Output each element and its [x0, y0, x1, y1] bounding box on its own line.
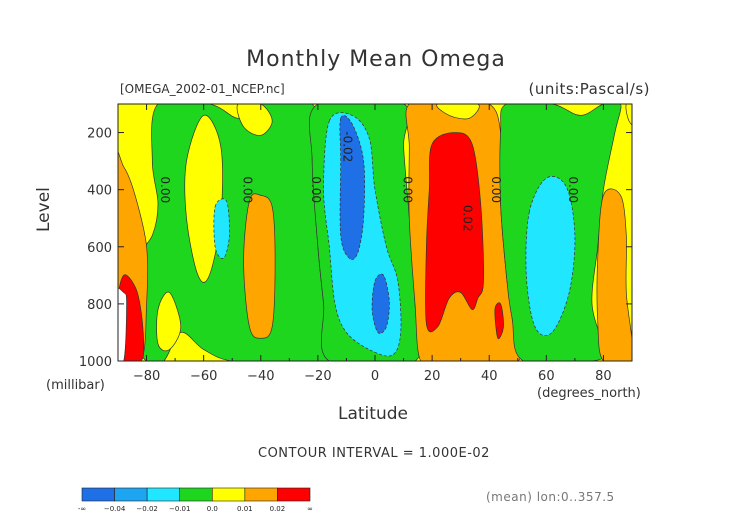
colorbar-label: −0.02 [136, 505, 157, 513]
contour-label: 0.00 [158, 176, 172, 203]
colorbar-label: -∞ [78, 505, 86, 513]
axis-ticks: −80 −60 −40 −20 0 20 40 60 80 200 400 600 800 1000 [79, 104, 632, 384]
region-red-central [425, 132, 484, 333]
region-cyan-east [525, 176, 576, 337]
x-tick-label: 80 [595, 369, 612, 384]
region-orange-west [243, 193, 276, 339]
x-tick-label: −20 [304, 369, 331, 384]
y-axis-unit: (millibar) [46, 378, 105, 393]
y-tick-label: 200 [87, 127, 112, 142]
region-yellow-inner-b [236, 104, 273, 136]
x-tick-label: 40 [481, 369, 498, 384]
x-axis-label: Latitude [338, 404, 408, 424]
colorbar-label: ∞ [307, 505, 313, 513]
region-blue-lower [371, 273, 390, 334]
contour-label: -0.02 [341, 131, 355, 162]
contour-label: 0.00 [566, 176, 580, 203]
contour-labels: 0.00 0.00 0.00 -0.02 0.00 0.02 0.00 0.00 [158, 131, 580, 231]
chart-title: Monthly Mean Omega [246, 47, 506, 72]
y-axis-label: Level [34, 187, 54, 232]
file-label: [OMEGA_2002-01_NCEP.nc] [120, 82, 285, 96]
contour-label: 0.00 [401, 176, 415, 203]
x-tick-label: −40 [247, 369, 274, 384]
x-tick-label: −60 [190, 369, 217, 384]
contour-interval-note: CONTOUR INTERVAL = 1.000E-02 [258, 446, 490, 461]
colorbar-swatch [81, 487, 115, 502]
x-tick-label: −80 [133, 369, 160, 384]
region-white-farwest [118, 287, 127, 361]
x-tick-label: 60 [538, 369, 555, 384]
colorbar-label: 0.02 [270, 505, 286, 513]
contour-field [118, 104, 632, 361]
region-red-fleck [494, 302, 504, 340]
units-label: (units:Pascal/s) [528, 80, 650, 98]
x-tick-label: 20 [424, 369, 441, 384]
x-axis-unit: (degrees_north) [537, 386, 641, 401]
colorbar: -∞ −0.04 −0.02 −0.01 0.0 0.01 0.02 ∞ [78, 487, 313, 513]
region-cyan-west-small [213, 198, 230, 259]
contour-label: 0.00 [309, 176, 323, 203]
contour-label: 0.00 [489, 176, 503, 203]
contour-label: 0.00 [241, 176, 255, 203]
colorbar-label: −0.04 [104, 505, 126, 513]
y-tick-label: 400 [87, 184, 112, 199]
y-tick-label: 1000 [79, 355, 112, 370]
region-yellow-central-top [436, 104, 480, 120]
colorbar-label: 0.0 [207, 505, 218, 513]
y-tick-label: 600 [87, 241, 112, 256]
colorbar-label: 0.01 [237, 505, 253, 513]
region-yellow-inner-c [156, 291, 182, 352]
colorbar-swatch [277, 487, 311, 502]
colorbar-swatch [244, 487, 278, 502]
colorbar-label: −0.01 [169, 505, 190, 513]
region-yellow-ne-corner [625, 104, 632, 126]
x-tick-label: 0 [371, 369, 379, 384]
contour-label: 0.02 [460, 205, 474, 232]
y-tick-label: 800 [87, 298, 112, 313]
colorbar-swatch [179, 487, 213, 502]
mean-longitude-note: (mean) lon:0..357.5 [486, 490, 615, 504]
colorbar-swatch [146, 487, 181, 502]
region-blue-upper [339, 115, 366, 260]
colorbar-swatch [114, 487, 148, 502]
region-orange-east [596, 188, 632, 361]
colorbar-swatch [211, 487, 246, 502]
